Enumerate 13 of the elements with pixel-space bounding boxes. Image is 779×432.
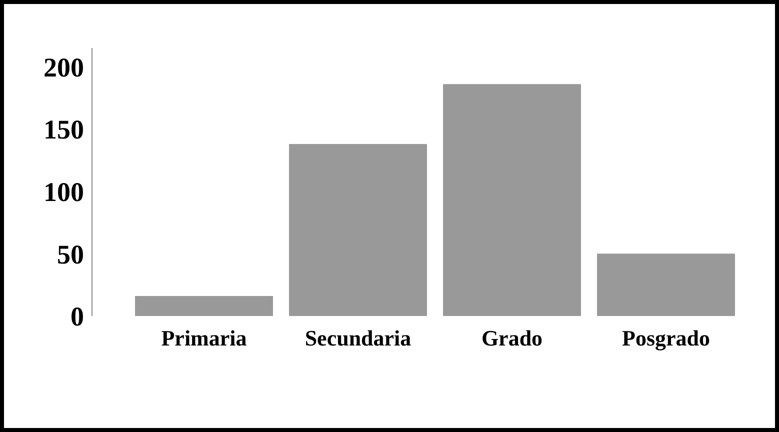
- x-tick-label: Secundaria: [304, 326, 412, 351]
- x-tick-label: Posgrado: [622, 326, 710, 351]
- x-tick-label: Primaria: [161, 326, 247, 351]
- bar: [597, 254, 735, 316]
- y-tick-label: 0: [70, 302, 84, 332]
- bar: [289, 144, 427, 316]
- x-tick-label: Grado: [481, 326, 543, 351]
- y-tick-label: 100: [44, 176, 84, 207]
- y-tick-label: 200: [44, 52, 84, 82]
- y-tick-label: 150: [44, 114, 84, 145]
- bar: [135, 296, 273, 316]
- bar: [443, 84, 581, 316]
- y-tick-label: 50: [57, 239, 84, 270]
